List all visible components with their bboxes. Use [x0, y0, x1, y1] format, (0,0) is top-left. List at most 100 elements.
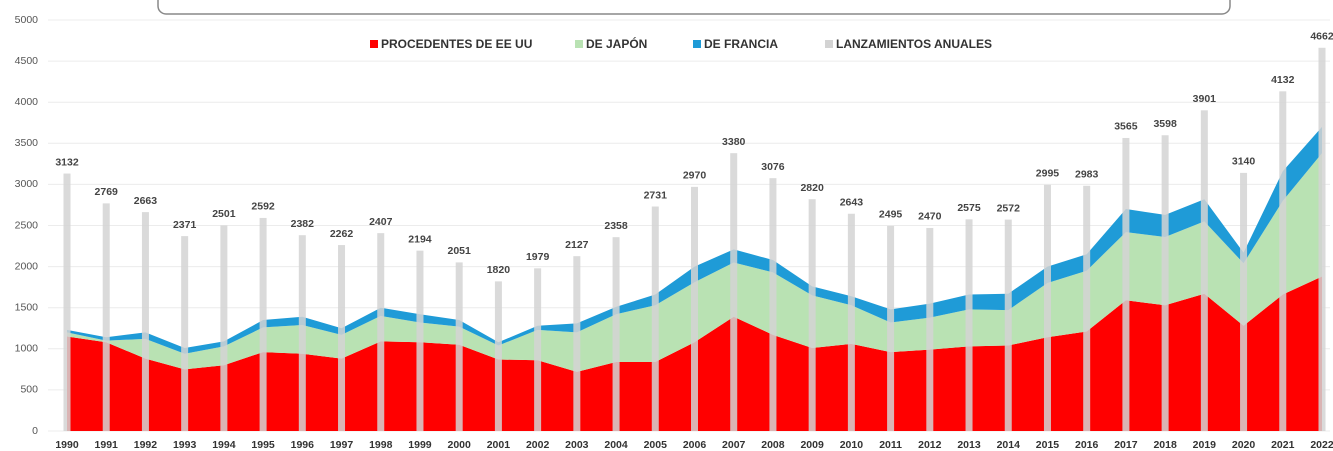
data-label: 2663 [134, 195, 158, 207]
data-label: 1820 [487, 264, 511, 276]
bar [298, 235, 306, 431]
bar [847, 213, 855, 431]
x-tick-label: 2017 [1114, 439, 1138, 451]
bar [1083, 185, 1091, 431]
x-tick-label: 1994 [212, 439, 236, 451]
x-tick-label: 2006 [683, 439, 707, 451]
data-label: 1979 [526, 251, 550, 263]
x-tick-label: 2005 [644, 439, 668, 451]
data-label: 2731 [644, 189, 668, 201]
data-label: 2572 [997, 202, 1021, 214]
bar [377, 233, 385, 431]
x-tick-label: 1990 [55, 439, 79, 451]
x-tick-label: 1992 [134, 439, 158, 451]
data-label: 2575 [957, 202, 981, 214]
x-tick-label: 2009 [800, 439, 824, 451]
x-tick-label: 2021 [1271, 439, 1295, 451]
legend-label: DE JAPÓN [586, 36, 647, 51]
x-tick-label: 2011 [879, 439, 902, 451]
bar [416, 250, 424, 431]
y-tick-label: 2500 [15, 219, 39, 231]
data-label: 3076 [761, 161, 785, 173]
x-tick-label: 2003 [565, 439, 589, 451]
data-label: 2127 [565, 239, 589, 251]
y-tick-label: 2000 [15, 260, 39, 272]
bar [926, 227, 934, 431]
bar [63, 173, 71, 431]
bar [1318, 47, 1326, 431]
x-tick-label: 1998 [369, 439, 393, 451]
x-tick-label: 1995 [251, 439, 275, 451]
data-label: 3140 [1232, 156, 1256, 168]
x-tick-label: 1993 [173, 439, 197, 451]
data-label: 4662 [1310, 31, 1333, 43]
bar [691, 186, 698, 431]
x-tick-label: 1991 [95, 439, 119, 451]
x-tick-label: 2010 [840, 439, 864, 451]
data-label: 2820 [800, 182, 824, 194]
x-tick-label: 2016 [1075, 439, 1099, 451]
data-label: 2358 [604, 220, 628, 232]
data-label: 2501 [212, 208, 236, 220]
bar [1161, 135, 1169, 432]
data-label: 3565 [1114, 121, 1138, 133]
bar [141, 212, 149, 431]
data-label: 2769 [95, 186, 119, 198]
x-tick-label: 2004 [604, 439, 628, 451]
x-tick-label: 1999 [408, 439, 432, 451]
legend-label: DE FRANCIA [704, 37, 778, 51]
x-tick-label: 2000 [448, 439, 472, 451]
data-label: 4132 [1271, 74, 1295, 86]
legend-swatch [370, 40, 378, 48]
data-label: 2495 [879, 209, 903, 221]
x-tick-label: 1997 [330, 439, 354, 451]
top-box [157, 0, 1231, 15]
bar [965, 219, 973, 431]
data-label: 2194 [408, 233, 432, 245]
bar [494, 281, 502, 431]
y-tick-label: 3500 [15, 137, 39, 149]
y-tick-label: 0 [32, 425, 38, 437]
data-label: 2262 [330, 228, 354, 240]
y-tick-label: 500 [20, 384, 38, 396]
data-label: 2407 [369, 216, 393, 228]
data-label: 3380 [722, 136, 746, 148]
y-tick-label: 4500 [15, 55, 39, 67]
data-label: 3132 [55, 156, 79, 168]
bar [730, 153, 738, 431]
x-tick-label: 2007 [722, 439, 746, 451]
bar [1004, 219, 1012, 431]
data-label: 3598 [1153, 118, 1177, 130]
bar [573, 256, 581, 431]
data-label: 2592 [251, 201, 275, 213]
data-label: 2371 [173, 219, 197, 231]
bar [1240, 172, 1248, 431]
bars [63, 47, 1326, 432]
bar [1122, 137, 1130, 431]
y-tick-label: 4000 [15, 96, 39, 108]
x-tick-label: 2008 [761, 439, 785, 451]
bar [651, 206, 659, 431]
bar [534, 268, 542, 431]
x-tick-label: 2019 [1193, 439, 1217, 451]
x-tick-label: 2022 [1310, 439, 1333, 451]
bar [808, 199, 816, 431]
legend-label: LANZAMIENTOS ANUALES [836, 37, 992, 51]
bar [102, 203, 110, 431]
x-tick-label: 2001 [487, 439, 511, 451]
texts: 0 500 1000 1500 2000 2500 3000 3500 4000 4500 5000… [15, 14, 1333, 451]
bar [220, 225, 228, 431]
y-tick-label: 1000 [15, 343, 39, 355]
bar [259, 217, 267, 431]
bar [1279, 91, 1287, 431]
x-tick-label: 2002 [526, 439, 550, 451]
x-tick-label: 2014 [997, 439, 1021, 451]
legend-swatch [575, 40, 583, 48]
legend-swatch [693, 40, 701, 48]
data-label: 2051 [448, 245, 472, 257]
data-label: 2643 [840, 197, 864, 209]
y-tick-label: 1500 [15, 301, 39, 313]
x-tick-label: 1996 [291, 439, 315, 451]
x-tick-label: 2020 [1232, 439, 1256, 451]
